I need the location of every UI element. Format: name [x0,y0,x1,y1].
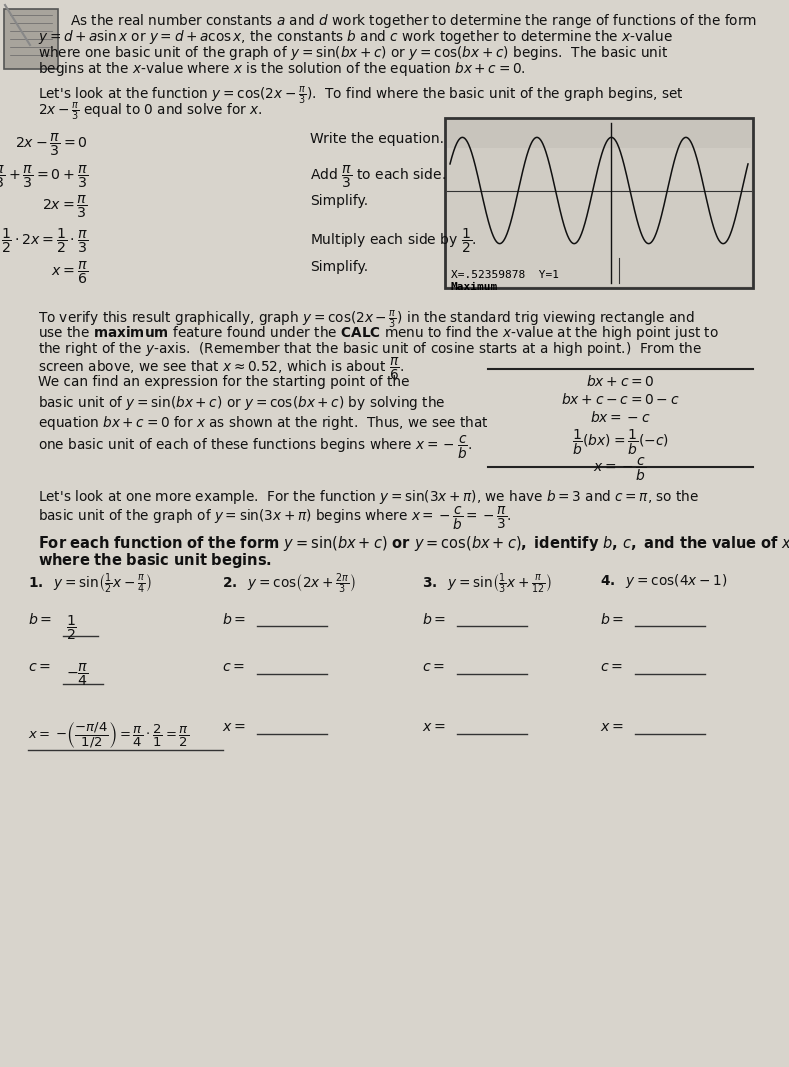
Text: one basic unit of each of these functions begins where $x = -\dfrac{c}{b}$.: one basic unit of each of these function… [38,433,473,461]
FancyBboxPatch shape [445,118,753,288]
Text: $c =$: $c =$ [422,660,445,674]
Text: $-\dfrac{\pi}{4}$: $-\dfrac{\pi}{4}$ [66,662,89,688]
Text: where one basic unit of the graph of $y = \sin(bx + c)$ or $y = \cos(bx + c)$ be: where one basic unit of the graph of $y … [38,44,668,62]
Text: To verify this result graphically, graph $y = \cos(2x - \frac{\pi}{3})$ in the s: To verify this result graphically, graph… [38,308,694,330]
Text: $\dfrac{1}{b}(bx) = \dfrac{1}{b}(-c)$: $\dfrac{1}{b}(bx) = \dfrac{1}{b}(-c)$ [571,428,668,458]
Text: $\mathbf{2.}$  $y = \cos\!\left(2x + \frac{2\pi}{3}\right)$: $\mathbf{2.}$ $y = \cos\!\left(2x + \fra… [222,572,356,596]
Text: $b =$: $b =$ [28,612,52,627]
Text: Simplify.: Simplify. [310,194,368,208]
Text: $\mathbf{1.}$  $y = \sin\!\left(\frac{1}{2}x - \frac{\pi}{4}\right)$: $\mathbf{1.}$ $y = \sin\!\left(\frac{1}{… [28,572,151,596]
Text: use the $\mathbf{maximum}$ feature found under the $\mathbf{CALC}$ menu to find : use the $\mathbf{maximum}$ feature found… [38,324,719,343]
Text: $2x - \frac{\pi}{3}$ equal to 0 and solve for $x$.: $2x - \frac{\pi}{3}$ equal to 0 and solv… [38,100,263,122]
Text: We can find an expression for the starting point of the: We can find an expression for the starti… [38,375,409,389]
Text: $\mathbf{4.}$  $y = \cos(4x - 1)$: $\mathbf{4.}$ $y = \cos(4x - 1)$ [600,572,727,590]
Text: $bx = -c$: $bx = -c$ [589,410,650,425]
Text: screen above, we see that $x \approx 0.52$, which is about $\dfrac{\pi}{6}$.: screen above, we see that $x \approx 0.5… [38,356,404,382]
Text: $b =$: $b =$ [600,612,624,627]
Text: $\mathbf{where\ the\ basic\ unit\ begins.}$: $\mathbf{where\ the\ basic\ unit\ begins… [38,551,272,570]
Text: $b =$: $b =$ [422,612,446,627]
Text: $2x = \dfrac{\pi}{3}$: $2x = \dfrac{\pi}{3}$ [43,194,88,221]
Text: Multiply each side by $\dfrac{1}{2}$.: Multiply each side by $\dfrac{1}{2}$. [310,227,477,255]
Text: Let's look at one more example.  For the function $y = \sin(3x + \pi)$, we have : Let's look at one more example. For the … [38,488,699,506]
Text: Add $\dfrac{\pi}{3}$ to each side.: Add $\dfrac{\pi}{3}$ to each side. [310,164,446,190]
Text: $bx + c = 0$: $bx + c = 0$ [585,375,654,389]
FancyBboxPatch shape [447,148,751,286]
Text: equation $bx + c = 0$ for $x$ as shown at the right.  Thus, we see that: equation $bx + c = 0$ for $x$ as shown a… [38,414,489,432]
Text: $\dfrac{1}{2}$: $\dfrac{1}{2}$ [66,614,77,642]
Text: $x =$: $x =$ [600,720,624,734]
Text: $c =$: $c =$ [28,660,51,674]
Text: As the real number constants $a$ and $d$ work together to determine the range of: As the real number constants $a$ and $d$… [70,12,757,30]
Text: $x = \dfrac{\pi}{6}$: $x = \dfrac{\pi}{6}$ [51,260,88,286]
Text: $2x - \dfrac{\pi}{3} = 0$: $2x - \dfrac{\pi}{3} = 0$ [15,132,88,158]
Text: Maximum: Maximum [451,282,498,292]
Text: $x =$: $x =$ [422,720,446,734]
Text: X=.52359878  Y=1: X=.52359878 Y=1 [451,270,559,280]
Text: $x =$: $x =$ [222,720,246,734]
Text: basic unit of the graph of $y = \sin(3x + \pi)$ begins where $x = -\dfrac{c}{b} : basic unit of the graph of $y = \sin(3x … [38,505,512,532]
FancyBboxPatch shape [4,9,58,69]
Text: $\mathbf{For\ each\ function\ of\ the\ form}$ $y = \sin(bx + c)$ $\mathbf{or}$ $: $\mathbf{For\ each\ function\ of\ the\ f… [38,534,789,553]
Text: Simplify.: Simplify. [310,260,368,274]
Text: basic unit of $y = \sin(bx + c)$ or $y = \cos(bx + c)$ by solving the: basic unit of $y = \sin(bx + c)$ or $y =… [38,395,445,413]
Text: $x = -\!\left(\dfrac{-\pi/4}{1/2}\right) = \dfrac{\pi}{4} \cdot \dfrac{2}{1} = \: $x = -\!\left(\dfrac{-\pi/4}{1/2}\right)… [28,720,189,750]
Text: $2x - \dfrac{\pi}{3} + \dfrac{\pi}{3} = 0 + \dfrac{\pi}{3}$: $2x - \dfrac{\pi}{3} + \dfrac{\pi}{3} = … [0,164,88,190]
Text: $\mathbf{3.}$  $y = \sin\!\left(\frac{1}{3}x + \frac{\pi}{12}\right)$: $\mathbf{3.}$ $y = \sin\!\left(\frac{1}{… [422,572,552,596]
Text: $c =$: $c =$ [222,660,245,674]
Text: $\dfrac{1}{2} \cdot 2x = \dfrac{1}{2} \cdot \dfrac{\pi}{3}$: $\dfrac{1}{2} \cdot 2x = \dfrac{1}{2} \c… [1,227,88,255]
Text: Let's look at the function $y = \cos(2x - \frac{\pi}{3})$.  To find where the ba: Let's look at the function $y = \cos(2x … [38,84,684,106]
Text: the right of the $y$-axis.  (Remember that the basic unit of cosine starts at a : the right of the $y$-axis. (Remember tha… [38,340,702,359]
Text: begins at the $x$-value where $x$ is the solution of the equation $bx + c = 0$.: begins at the $x$-value where $x$ is the… [38,60,525,78]
Text: $c =$: $c =$ [600,660,623,674]
Text: $b =$: $b =$ [222,612,246,627]
Text: $x = -\dfrac{c}{b}$: $x = -\dfrac{c}{b}$ [593,456,647,483]
Text: $bx + c - c = 0 - c$: $bx + c - c = 0 - c$ [561,392,679,407]
Text: $y = d + a\sin x$ or $y = d + a\cos x$, the constants $b$ and $c$ work together : $y = d + a\sin x$ or $y = d + a\cos x$, … [38,28,673,46]
Text: Write the equation.: Write the equation. [310,132,444,146]
